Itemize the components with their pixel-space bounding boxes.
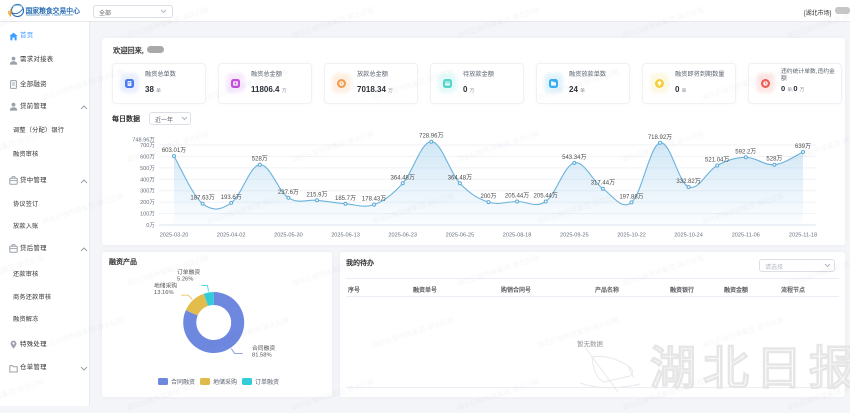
svg-text:528万: 528万 [252, 156, 268, 163]
svg-text:5.26%: 5.26% [177, 277, 193, 283]
svg-text:639万: 639万 [795, 143, 811, 150]
svg-text:2025-10-24: 2025-10-24 [674, 233, 703, 239]
svg-text:332.82万: 332.82万 [676, 178, 700, 185]
svg-text:187.63万: 187.63万 [190, 195, 214, 202]
svg-text:2025-06-25: 2025-06-25 [446, 233, 475, 239]
svg-text:订单融资: 订单融资 [177, 268, 200, 276]
svg-text:185.7万: 185.7万 [335, 195, 356, 202]
svg-text:364.48万: 364.48万 [391, 174, 415, 181]
svg-text:215.9万: 215.9万 [306, 191, 327, 198]
svg-text:2025-10-22: 2025-10-22 [617, 233, 646, 239]
svg-text:2025-03-20: 2025-03-20 [160, 233, 189, 239]
svg-text:205.44万: 205.44万 [505, 193, 529, 200]
svg-text:2025-11-18: 2025-11-18 [789, 233, 817, 239]
svg-text:543.34万: 543.34万 [562, 154, 586, 161]
svg-text:81.58%: 81.58% [252, 353, 272, 359]
svg-text:200万: 200万 [140, 199, 155, 206]
svg-text:合同融资: 合同融资 [252, 344, 275, 352]
svg-text:718.92万: 718.92万 [648, 134, 672, 141]
svg-text:300万: 300万 [140, 188, 155, 195]
svg-text:592.2万: 592.2万 [735, 148, 756, 155]
svg-text:178.43万: 178.43万 [362, 196, 386, 203]
svg-text:364.48万: 364.48万 [448, 174, 472, 181]
svg-text:2025-06-13: 2025-06-13 [331, 233, 360, 239]
svg-text:2025-05-30: 2025-05-30 [274, 233, 303, 239]
svg-text:400万: 400万 [140, 176, 155, 183]
svg-text:197.88万: 197.88万 [619, 193, 643, 200]
svg-text:13.16%: 13.16% [154, 290, 174, 296]
svg-text:2025-06-23: 2025-06-23 [388, 233, 417, 239]
svg-text:205.44万: 205.44万 [534, 193, 558, 200]
svg-text:2025-11-06: 2025-11-06 [732, 233, 760, 239]
svg-text:2025-09-25: 2025-09-25 [560, 233, 589, 239]
svg-text:521.04万: 521.04万 [705, 157, 729, 164]
svg-text:2025-04-02: 2025-04-02 [217, 233, 246, 239]
svg-text:728.96万: 728.96万 [419, 133, 443, 140]
svg-text:600万: 600万 [140, 153, 155, 160]
svg-text:700万: 700万 [140, 142, 155, 149]
svg-text:地储采购: 地储采购 [154, 282, 177, 290]
svg-text:528万: 528万 [766, 156, 782, 163]
svg-text:603.01万: 603.01万 [162, 147, 186, 154]
svg-text:193.6万: 193.6万 [221, 194, 242, 201]
svg-text:317.44万: 317.44万 [591, 180, 615, 187]
svg-text:0万: 0万 [146, 222, 155, 229]
svg-text:237.6万: 237.6万 [278, 189, 299, 196]
svg-text:748.96万: 748.96万 [132, 136, 155, 143]
svg-text:200万: 200万 [480, 193, 496, 200]
svg-text:500万: 500万 [140, 165, 155, 172]
svg-text:100万: 100万 [140, 211, 155, 218]
svg-text:2025-08-18: 2025-08-18 [503, 233, 532, 239]
